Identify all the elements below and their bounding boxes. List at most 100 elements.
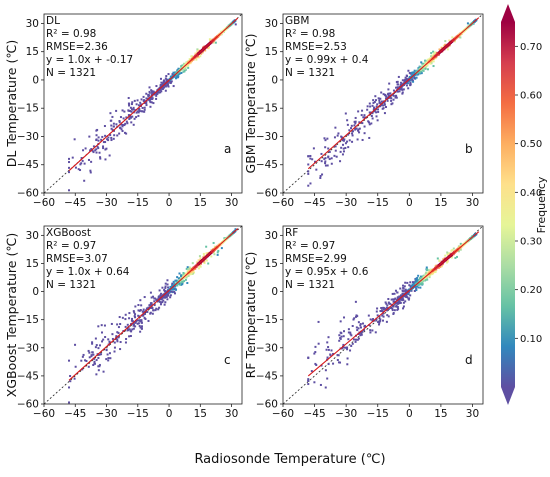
scatter-point (342, 335, 345, 338)
scatter-point (160, 292, 163, 295)
scatter-point (178, 72, 181, 75)
scatter-point (371, 112, 374, 115)
scatter-point (357, 337, 360, 340)
scatter-point (129, 116, 132, 119)
scatter-point (394, 302, 397, 305)
scatter-point (167, 286, 170, 289)
scatter-point (356, 129, 359, 132)
scatter-point (147, 95, 150, 98)
scatter-point (367, 314, 370, 317)
x-tick-label: 0 (406, 408, 413, 420)
scatter-point (110, 139, 113, 142)
scatter-point (426, 268, 429, 271)
scatter-point (392, 312, 395, 315)
panel-c: −60−60 −45 −45 −30 −30 −15 −15 0 0 15 15 30 30 XGBoos… (4, 225, 243, 420)
scatter-point (103, 125, 106, 128)
scatter-point (95, 134, 98, 137)
scatter-point (123, 110, 126, 113)
scatter-point (128, 328, 131, 331)
scatter-point (457, 245, 460, 248)
scatter-point (79, 169, 82, 172)
scatter-point (164, 282, 167, 285)
scatter-point (97, 325, 100, 328)
y-tick-label: −30 (256, 131, 278, 143)
scatter-point (101, 331, 104, 334)
scatter-point (104, 336, 107, 339)
scatter-point (373, 100, 376, 103)
scatter-point (97, 147, 100, 150)
scatter-point (307, 155, 310, 158)
scatter-point (392, 305, 395, 308)
scatter-point (143, 106, 146, 109)
scatter-point (145, 307, 148, 310)
scatter-point (207, 47, 210, 50)
scatter-point (186, 266, 189, 269)
scatter-point (446, 251, 449, 254)
scatter-point (325, 348, 328, 351)
colorbar-gradient (501, 22, 515, 387)
scatter-point (203, 262, 206, 265)
scatter-point (139, 299, 142, 302)
scatter-point (410, 72, 413, 75)
scatter-point (323, 157, 326, 160)
scatter-point (140, 304, 143, 307)
y-tick-label: −60 (256, 399, 278, 411)
stats-line: y = 1.0x + -0.17 (46, 54, 133, 66)
scatter-point (448, 39, 451, 42)
scatter-point (100, 353, 103, 356)
scatter-point (118, 120, 121, 123)
scatter-point (175, 279, 178, 282)
scatter-point (346, 348, 349, 351)
scatter-point (177, 73, 180, 76)
scatter-point (320, 152, 323, 155)
fit-line (68, 228, 239, 381)
scatter-point (110, 136, 113, 139)
x-tick-label: −15 (367, 408, 389, 420)
scatter-point (330, 162, 333, 165)
scatter-point (155, 97, 158, 100)
scatter-point (307, 378, 310, 381)
scatter-point (156, 93, 159, 96)
scatter-point (430, 52, 433, 55)
scatter-point (166, 84, 169, 87)
scatter-point (370, 114, 373, 117)
scatter-point (307, 184, 310, 187)
y-tick-label: 0 (32, 286, 39, 298)
scatter-point (406, 281, 409, 284)
scatter-point (335, 155, 338, 158)
scatter-point (143, 316, 146, 319)
scatter-point (442, 44, 445, 47)
scatter-point (423, 278, 426, 281)
scatter-point (307, 172, 310, 175)
panel-a: −60−60 −45 −45 −30 −30 −15 −15 0 0 15 15 30 30 DL Tem… (4, 13, 243, 209)
scatter-point (188, 267, 191, 270)
scatter-point (320, 160, 323, 163)
scatter-point (402, 88, 405, 91)
scatter-point (343, 316, 346, 319)
scatter-point (417, 286, 420, 289)
scatter-point (432, 60, 435, 63)
panel-d: −60−60 −45 −45 −30 −30 −15 −15 0 0 15 15 30 30 RF Tem… (243, 225, 484, 420)
scatter-point (131, 101, 134, 104)
scatter-point (379, 310, 382, 313)
scatter-point (447, 254, 450, 257)
scatter-point (336, 358, 339, 361)
scatter-point (428, 274, 431, 277)
scatter-point (307, 163, 310, 166)
scatter-point (388, 82, 391, 85)
scatter-point (358, 131, 361, 134)
scatter-point (153, 300, 156, 303)
scatter-point (152, 309, 155, 312)
scatter-point (91, 351, 94, 354)
scatter-point (375, 310, 378, 313)
scatter-point (111, 115, 114, 118)
scatter-point (102, 370, 105, 373)
scatter-point (341, 143, 344, 146)
scatter-point (426, 58, 429, 61)
scatter-point (404, 76, 407, 79)
scatter-point (163, 303, 166, 306)
scatter-point (149, 291, 152, 294)
scatter-point (357, 128, 360, 131)
scatter-point (409, 294, 412, 297)
